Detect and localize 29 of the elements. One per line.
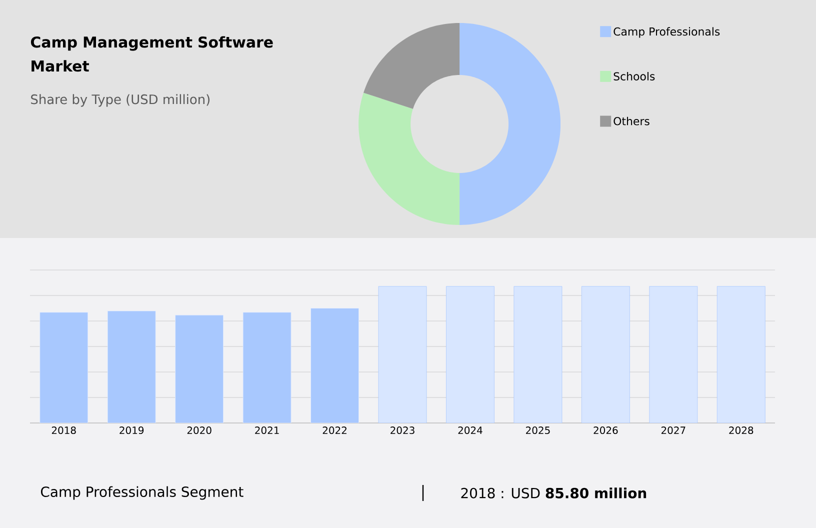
bar (242, 312, 292, 423)
text: Camp Management Software Market (30, 36, 273, 72)
text: 2018 : USD 85.80 million (461, 488, 646, 498)
x-tick-label: 2025 (526, 426, 550, 434)
bar (378, 286, 427, 423)
text: Camp Professionals Segment (40, 486, 244, 500)
bar (446, 286, 494, 423)
x-tick-label: 2021 (255, 426, 279, 434)
text: Share by Type (USD million) (31, 94, 210, 107)
bar (40, 312, 88, 423)
x-tick-label: 2028 (729, 426, 754, 434)
x-tick-label: 2018 (52, 426, 76, 434)
legend-label: Others (614, 116, 650, 126)
x-tick-label: 2019 (120, 426, 144, 434)
bar (649, 286, 698, 423)
legend-label: Camp Professionals (614, 27, 720, 38)
legend-label: Schools (614, 72, 655, 80)
x-tick-label: 2026 (594, 426, 618, 434)
bar (581, 286, 630, 423)
x-tick-label: 2024 (458, 426, 482, 434)
x-tick-label: 2027 (661, 426, 686, 434)
bar (310, 308, 359, 423)
x-tick-label: 2023 (390, 426, 414, 434)
bar (175, 314, 224, 423)
bar (107, 310, 156, 423)
bar (716, 286, 766, 423)
x-tick-label: 2020 (187, 426, 212, 434)
bar (514, 286, 562, 423)
x-tick-label: 2022 (322, 426, 346, 434)
